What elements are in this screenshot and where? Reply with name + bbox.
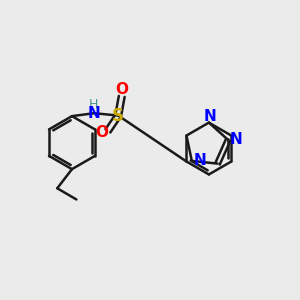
Text: S: S <box>112 106 124 124</box>
Text: N: N <box>193 153 206 168</box>
Text: O: O <box>115 82 128 98</box>
Text: O: O <box>95 125 108 140</box>
Text: N: N <box>230 133 242 148</box>
Text: N: N <box>203 109 216 124</box>
Text: N: N <box>88 106 100 121</box>
Text: H: H <box>89 98 98 111</box>
